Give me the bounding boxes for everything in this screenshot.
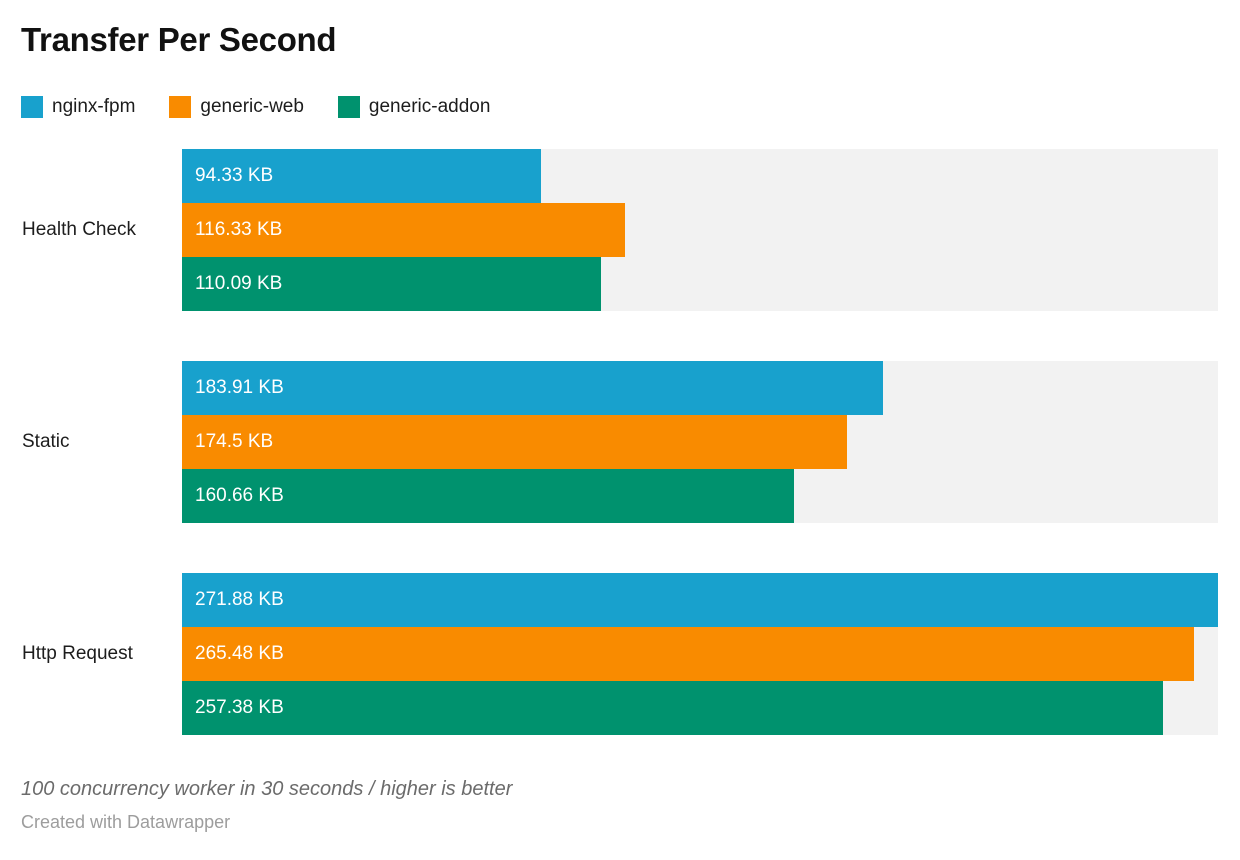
bar-track: 116.33 KB	[182, 203, 1218, 257]
bar-rows: 94.33 KB 116.33 KB 110.09 KB	[182, 149, 1218, 311]
bar-generic-addon: 110.09 KB	[182, 257, 602, 311]
bar-value-label: 160.66 KB	[195, 485, 284, 506]
bar-generic-addon: 160.66 KB	[182, 469, 795, 523]
bar-track: 257.38 KB	[182, 681, 1218, 735]
chart-title: Transfer Per Second	[21, 21, 337, 58]
bar-track: 94.33 KB	[182, 149, 1218, 203]
bar-track: 265.48 KB	[182, 627, 1218, 681]
bar-value-label: 110.09 KB	[195, 273, 283, 294]
bar-track: 160.66 KB	[182, 469, 1218, 523]
bar-chart: Health Check 94.33 KB 116.33 KB 110.09 KB St…	[21, 149, 1218, 735]
bar-value-label: 271.88 KB	[195, 589, 284, 610]
legend-item: generic-web	[169, 96, 304, 118]
bar-rows: 183.91 KB 174.5 KB 160.66 KB	[182, 361, 1218, 523]
bar-track: 110.09 KB	[182, 257, 1218, 311]
legend: nginx-fpm generic-web generic-addon	[21, 96, 1218, 118]
bar-generic-web: 116.33 KB	[182, 203, 626, 257]
bar-generic-addon: 257.38 KB	[182, 681, 1163, 735]
bar-nginx-fpm: 94.33 KB	[182, 149, 542, 203]
legend-label: generic-addon	[368, 96, 491, 117]
datawrapper-attribution[interactable]: Created with Datawrapper	[21, 812, 231, 832]
bar-track: 183.91 KB	[182, 361, 1218, 415]
legend-label: nginx-fpm	[52, 96, 136, 117]
bar-value-label: 94.33 KB	[195, 165, 274, 186]
category-label: Http Request	[22, 643, 133, 664]
bar-rows: 271.88 KB 265.48 KB 257.38 KB	[182, 573, 1218, 735]
bar-value-label: 116.33 KB	[195, 219, 283, 240]
bar-nginx-fpm: 271.88 KB	[182, 573, 1218, 627]
bar-track: 174.5 KB	[182, 415, 1218, 469]
bar-group-http-request: Http Request 271.88 KB 265.48 KB 257.38 KB	[21, 573, 1218, 735]
legend-swatch-icon	[169, 96, 192, 118]
bar-value-label: 183.91 KB	[195, 377, 284, 398]
category-label: Health Check	[22, 219, 137, 240]
chart-page: Transfer Per Second nginx-fpm generic-web…	[21, 21, 1218, 832]
legend-swatch-icon	[21, 96, 43, 118]
bar-track: 271.88 KB	[182, 573, 1218, 627]
bar-group-health-check: Health Check 94.33 KB 116.33 KB 110.09 KB	[21, 149, 1218, 311]
legend-item: nginx-fpm	[21, 96, 135, 118]
category-label: Static	[22, 431, 70, 452]
bar-value-label: 174.5 KB	[195, 431, 274, 452]
chart-note: 100 concurrency worker in 30 seconds / h…	[21, 778, 513, 800]
bar-value-label: 257.38 KB	[195, 697, 284, 718]
bar-value-label: 265.48 KB	[195, 643, 284, 664]
legend-item: generic-addon	[337, 96, 491, 118]
bar-generic-web: 265.48 KB	[182, 627, 1194, 681]
legend-swatch-icon	[337, 96, 360, 118]
legend-label: generic-web	[200, 96, 304, 117]
bar-generic-web: 174.5 KB	[182, 415, 847, 469]
bar-group-static: Static 183.91 KB 174.5 KB 160.66 KB	[21, 361, 1218, 523]
bar-nginx-fpm: 183.91 KB	[182, 361, 883, 415]
